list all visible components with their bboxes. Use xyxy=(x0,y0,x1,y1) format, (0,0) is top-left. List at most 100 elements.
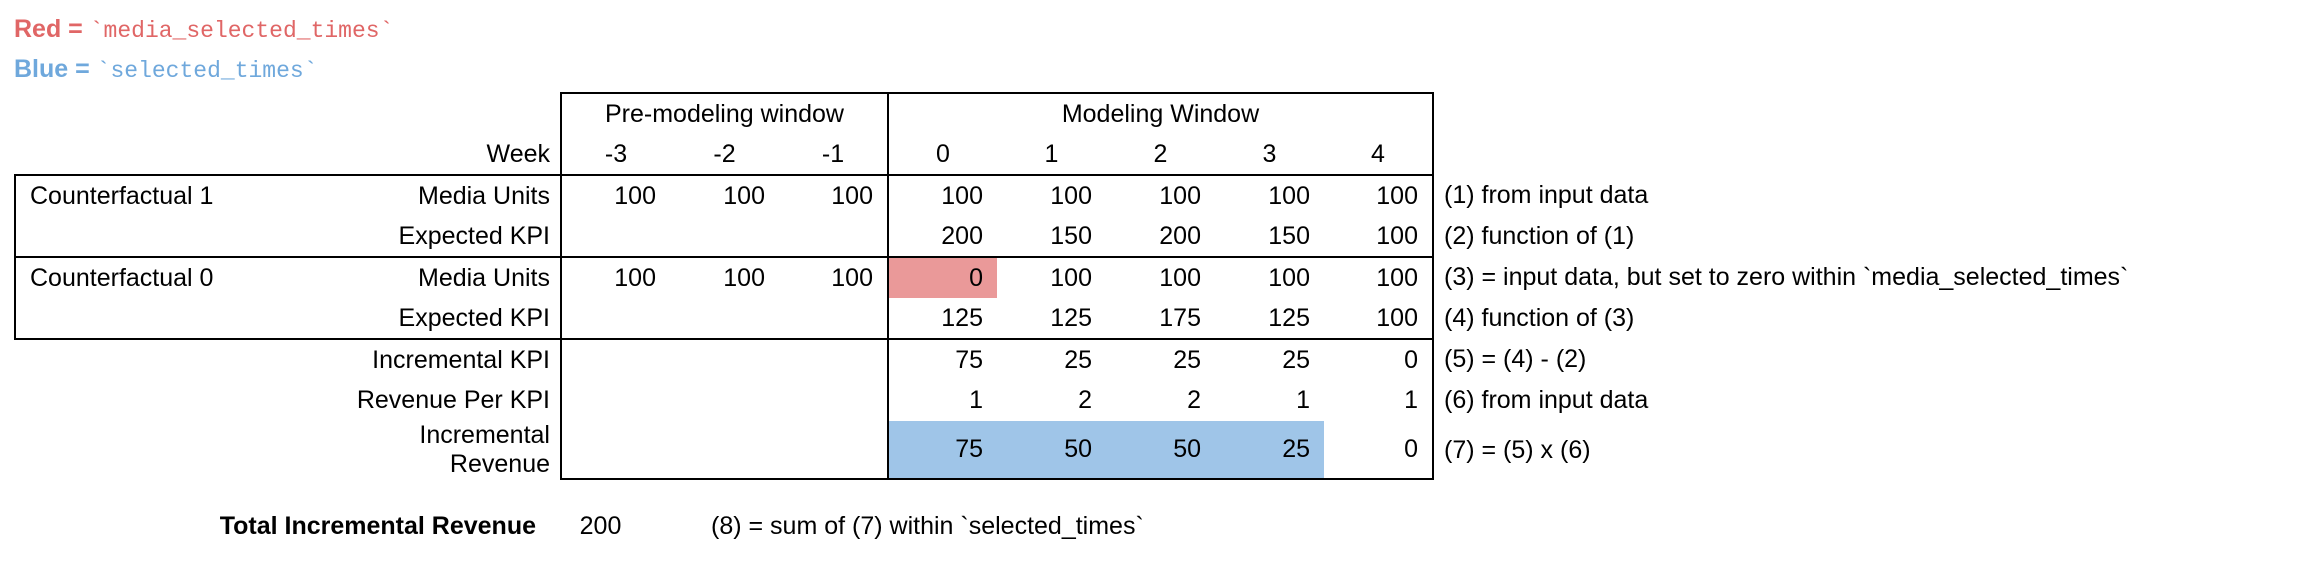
cell-model-1-highlighted: 50 xyxy=(997,421,1106,480)
row-group-label: Counterfactual 1 xyxy=(14,174,345,216)
cell-model-4: 0 xyxy=(1324,339,1434,380)
row-metric-label: Incremental KPI xyxy=(372,345,550,374)
cell-pre-1 xyxy=(670,380,779,421)
legend-key-blue: Blue = xyxy=(14,54,97,83)
cell-model-4: 100 xyxy=(1324,256,1434,298)
cell-model-2: 100 xyxy=(1106,256,1215,298)
cell-model-0: 100 xyxy=(888,174,997,216)
legend-key-red: Red = xyxy=(14,15,90,43)
cell-model-0-highlighted: 75 xyxy=(888,421,997,480)
cell-model-4: 0 xyxy=(1324,421,1434,480)
cell-model-1: 2 xyxy=(1078,386,1092,414)
cell-model-1: 25 xyxy=(1064,345,1092,374)
week-row: Week -3 -2 -1 0 1 2 3 4 xyxy=(15,134,2173,175)
cell-pre-0: 100 xyxy=(560,256,670,298)
legend-item-red: Red = `media_selected_times` xyxy=(14,10,393,50)
table-row: Expected KPI 200 150 200 150 100 (2) fun… xyxy=(14,216,2173,257)
total-label: Total Incremental Revenue xyxy=(219,512,536,540)
cell-pre-2 xyxy=(779,339,889,380)
total-row: Total Incremental Revenue 200 (8) = sum … xyxy=(14,512,1144,541)
cell-pre-2 xyxy=(779,216,889,257)
cell-model-2: 100 xyxy=(1106,174,1215,216)
row-note: (5) = (4) - (2) xyxy=(1444,345,1587,373)
cell-model-0-highlighted: 0 xyxy=(888,256,997,298)
row-note: (2) function of (1) xyxy=(1444,222,1635,250)
week-header-model-2: 2 xyxy=(1153,139,1168,168)
cell-pre-1: 100 xyxy=(670,256,779,298)
row-metric-label: Media Units xyxy=(345,174,561,216)
legend: Red = `media_selected_times` Blue = `sel… xyxy=(14,10,393,89)
table-row: Incremental Revenue 75 50 50 25 0 (7) = … xyxy=(15,421,2173,480)
cell-model-2: 25 xyxy=(1173,345,1201,374)
cell-pre-2: 100 xyxy=(779,174,889,216)
cell-pre-0 xyxy=(560,298,670,340)
cell-model-4: 1 xyxy=(1324,380,1434,421)
cell-model-0: 200 xyxy=(941,221,983,250)
cell-model-2: 175 xyxy=(1106,298,1215,340)
cell-pre-0 xyxy=(560,421,670,480)
header-pre-modeling-window: Pre-modeling window xyxy=(560,92,889,134)
week-header-model-0: 0 xyxy=(936,139,950,168)
cell-pre-1: 100 xyxy=(670,174,779,216)
row-note: (7) = (5) x (6) xyxy=(1444,435,1591,464)
table-row: Incremental KPI 75 25 25 25 0 (5) = (4) … xyxy=(15,339,2173,380)
cell-pre-2: 100 xyxy=(779,256,889,298)
row-note: (1) from input data xyxy=(1444,181,1649,209)
cell-model-0: 1 xyxy=(969,386,983,414)
cell-pre-0: 100 xyxy=(560,174,670,216)
row-group-label xyxy=(14,298,345,340)
spacer-cell xyxy=(15,93,345,134)
week-header-pre-1: -2 xyxy=(713,139,736,168)
legend-code-blue: `selected_times` xyxy=(96,57,318,84)
header-modeling-window: Modeling Window xyxy=(888,92,1434,134)
spacer-cell xyxy=(1433,134,2173,175)
legend-item-blue: Blue = `selected_times` xyxy=(14,50,393,90)
cell-model-2: 200 xyxy=(1159,221,1201,250)
cell-pre-0 xyxy=(560,339,670,380)
week-header-pre-2: -1 xyxy=(779,134,889,175)
row-note: (3) = input data, but set to zero within… xyxy=(1444,263,2129,291)
cell-pre-2 xyxy=(779,421,889,480)
cell-model-3: 125 xyxy=(1215,298,1324,340)
row-group-label xyxy=(15,339,345,380)
total-value: 200 xyxy=(579,512,622,540)
cell-model-3: 150 xyxy=(1268,221,1310,250)
cell-model-3: 100 xyxy=(1215,256,1324,298)
table-row: Revenue Per KPI 1 2 2 1 1 (6) from input… xyxy=(15,380,2173,421)
legend-code-red: `media_selected_times` xyxy=(89,18,394,44)
week-header-pre-0: -3 xyxy=(560,134,670,175)
table-row: Counterfactual 1 Media Units 100 100 100… xyxy=(14,174,2173,216)
row-metric-label: Expected KPI xyxy=(345,298,561,340)
row-note: (6) from input data xyxy=(1444,386,1649,414)
row-group-label xyxy=(15,421,345,479)
cell-model-3: 1 xyxy=(1296,386,1310,414)
cell-model-0: 125 xyxy=(888,298,997,340)
cell-pre-2 xyxy=(779,298,889,340)
cell-pre-1 xyxy=(670,339,779,380)
row-metric-label: Incremental Revenue xyxy=(419,421,550,478)
cell-model-2: 2 xyxy=(1187,386,1201,414)
cell-model-3-highlighted: 25 xyxy=(1215,421,1324,480)
group-header-row: Pre-modeling window Modeling Window xyxy=(15,92,2173,134)
cell-model-3: 25 xyxy=(1282,345,1310,374)
cell-pre-1 xyxy=(670,216,779,257)
row-note: (4) function of (3) xyxy=(1444,304,1635,332)
row-metric-label: Media Units xyxy=(345,256,561,298)
cell-model-1: 125 xyxy=(997,298,1106,340)
row-group-label: Counterfactual 0 xyxy=(14,256,345,298)
row-metric-label: Revenue Per KPI xyxy=(356,386,550,414)
cell-pre-1 xyxy=(670,298,779,340)
cell-model-4: 100 xyxy=(1324,216,1434,257)
cell-pre-2 xyxy=(779,380,889,421)
week-header-model-1: 1 xyxy=(1044,139,1059,168)
row-metric-label: Expected KPI xyxy=(398,221,550,250)
cell-pre-0 xyxy=(560,216,670,257)
total-note: (8) = sum of (7) within `selected_times` xyxy=(711,512,1144,540)
counterfactual-table: Pre-modeling window Modeling Window Week… xyxy=(14,92,2174,480)
spacer-cell xyxy=(345,93,561,134)
cell-model-4: 100 xyxy=(1324,174,1434,216)
cell-model-1: 150 xyxy=(1050,221,1092,250)
cell-model-2-highlighted: 50 xyxy=(1106,421,1215,480)
cell-model-3: 100 xyxy=(1215,174,1324,216)
row-group-label xyxy=(15,380,345,421)
